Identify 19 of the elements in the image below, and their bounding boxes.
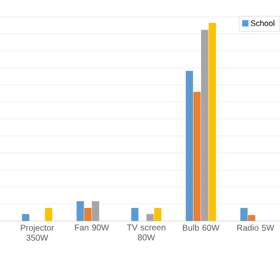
bar (193, 92, 201, 221)
bar (92, 201, 100, 221)
bar (146, 214, 154, 221)
bar (84, 208, 92, 221)
bar (248, 215, 256, 221)
x-tick-label: Bulb 60W (182, 224, 220, 231)
bar (240, 208, 248, 221)
bar (154, 208, 162, 221)
bar (131, 208, 138, 221)
bar (22, 214, 30, 221)
bar (44, 208, 52, 221)
x-tick-label: TV screen 80W (126, 224, 166, 240)
x-tick-label: Projector 350W (20, 224, 54, 241)
bar (208, 22, 216, 221)
bar (186, 70, 194, 221)
x-tick-label: Fan 90W (74, 224, 110, 231)
x-tick-label: Radio 5W (237, 224, 274, 231)
bar (201, 30, 208, 221)
bar (76, 201, 84, 221)
